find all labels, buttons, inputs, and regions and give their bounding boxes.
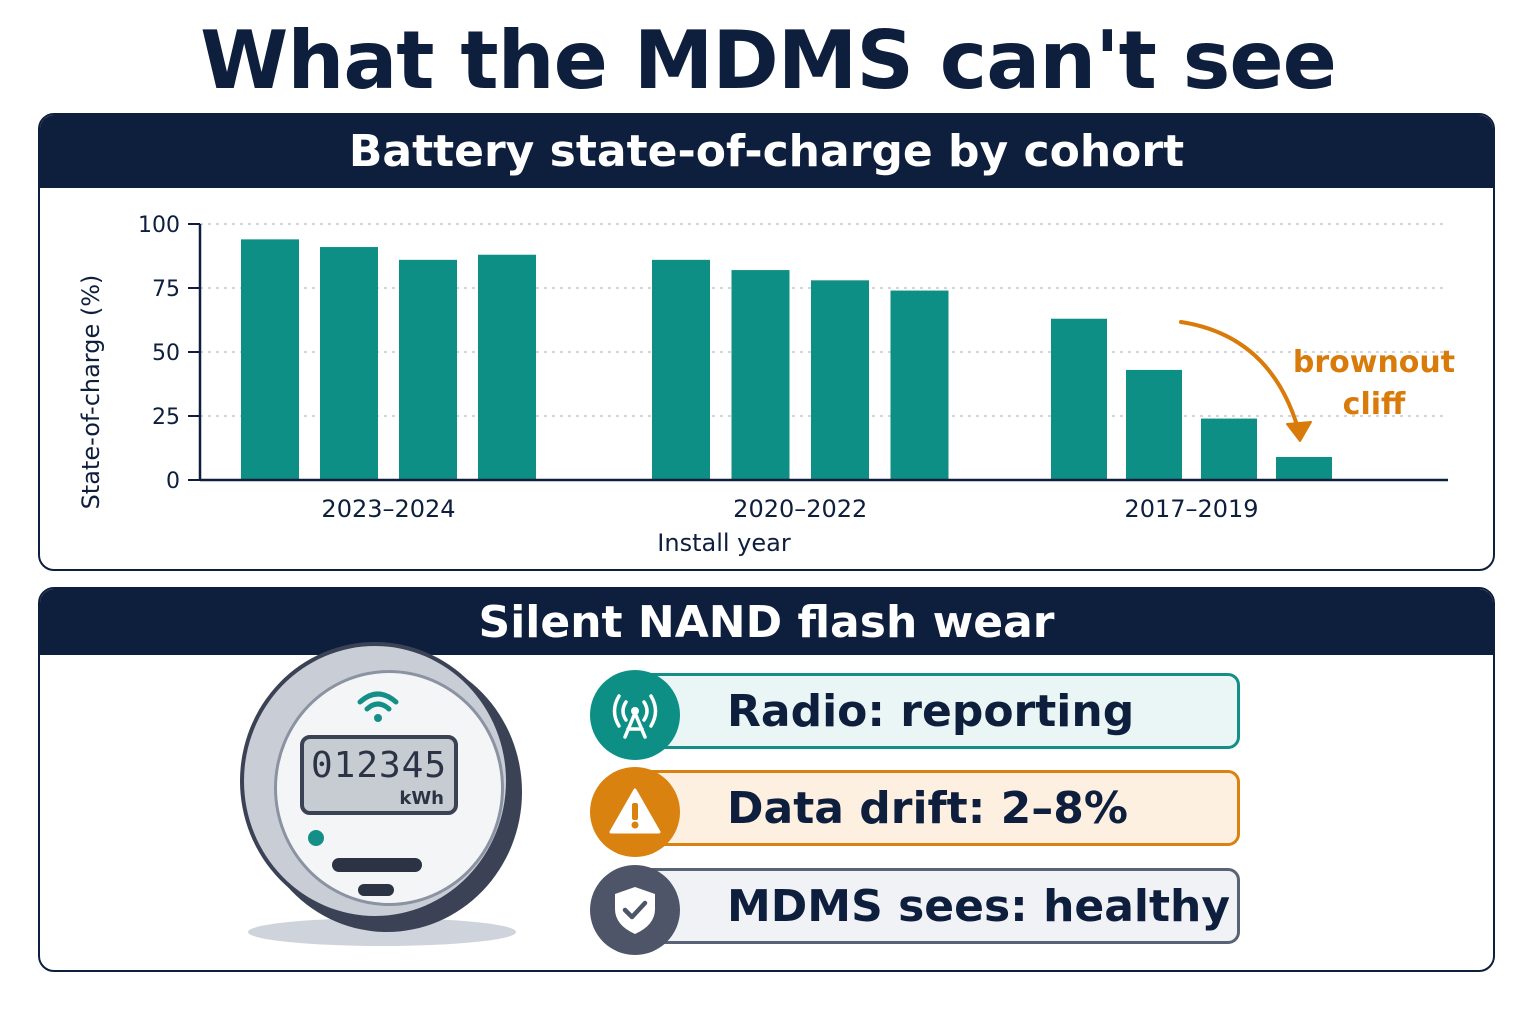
bar [399, 259, 457, 480]
annotation-label-line1: brownout [1293, 345, 1455, 380]
meter-reading: 012345 [310, 745, 448, 786]
bar [241, 239, 299, 480]
meter-unit: kWh [399, 788, 444, 809]
bar [320, 247, 378, 480]
status-radio: Radio: reporting [590, 670, 1240, 760]
annotation-arrow [1179, 320, 1301, 434]
status-mdms-label: MDMS sees: healthy [634, 868, 1240, 944]
y-axis-title: State-of-charge (%) [77, 275, 105, 510]
annotation-arrowhead [1286, 421, 1312, 442]
y-tick-label: 0 [166, 469, 180, 494]
smart-meter-illustration: 012345 kWh [230, 640, 530, 950]
bar [890, 290, 949, 480]
meter-led [308, 830, 324, 846]
bar [1276, 456, 1332, 480]
chart-annotation: brownout cliff [1179, 320, 1455, 442]
bar [1051, 318, 1107, 480]
x-category-label: 2023–2024 [321, 495, 455, 523]
y-tick-label: 50 [152, 341, 180, 366]
bar [1126, 369, 1182, 480]
bar [731, 270, 790, 480]
x-category-label: 2020–2022 [733, 495, 867, 523]
radio-tower-icon [590, 670, 680, 760]
y-tick-label: 100 [138, 213, 180, 238]
x-axis-title: Install year [657, 529, 791, 557]
warning-icon [590, 767, 680, 857]
status-drift: Data drift: 2–8% [590, 767, 1240, 857]
bar [1201, 418, 1257, 480]
bar [811, 280, 869, 480]
meter-display: 012345 kWh [300, 735, 458, 815]
y-tick-label: 25 [152, 405, 180, 430]
chart-axes: 0 25 50 75 100 2023–2024 2020–2022 2017–2019 Ins… [77, 213, 1448, 557]
status-drift-label: Data drift: 2–8% [634, 770, 1240, 846]
meter-slot [332, 858, 422, 872]
page-title: What the MDMS can't see [200, 14, 1337, 107]
bar [652, 259, 710, 480]
y-tick-label: 75 [152, 277, 180, 302]
status-radio-label: Radio: reporting [634, 673, 1240, 749]
chart-panel-header: Battery state-of-charge by cohort [40, 115, 1493, 188]
bar [478, 254, 536, 480]
chart-bars [241, 239, 1332, 480]
wifi-icon [357, 691, 399, 722]
status-mdms: MDMS sees: healthy [590, 865, 1240, 955]
x-category-label: 2017–2019 [1124, 495, 1258, 523]
shield-check-icon [590, 865, 680, 955]
meter-slot-small [358, 884, 394, 896]
nand-panel-header: Silent NAND flash wear [40, 589, 1493, 655]
annotation-label-line2: cliff [1343, 387, 1406, 422]
